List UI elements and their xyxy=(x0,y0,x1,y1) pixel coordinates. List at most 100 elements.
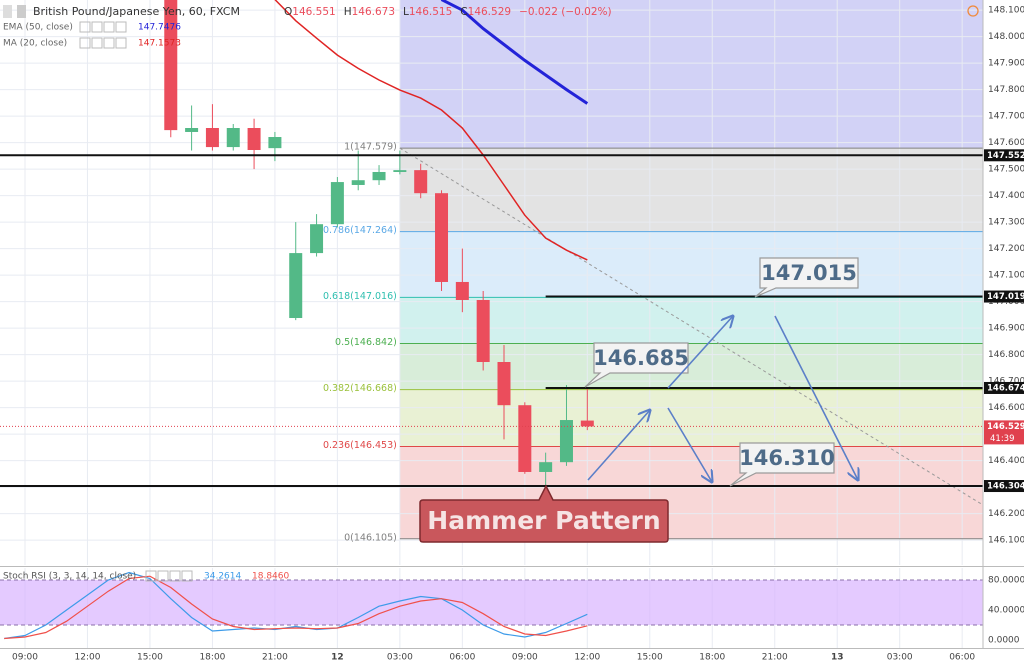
stoch-value: 18.8460 xyxy=(252,572,289,582)
level-tag-label: 147.552 xyxy=(987,151,1024,161)
legend-button xyxy=(103,37,115,49)
fib-band xyxy=(399,231,983,298)
ohlc-value: 146.529 xyxy=(468,6,511,18)
fib-label: 0.5(146.842) xyxy=(335,337,397,348)
x-tick-label: 18:00 xyxy=(699,653,725,663)
stoch-tick-label: 40.0000 xyxy=(988,605,1024,615)
stoch-pane xyxy=(0,568,983,648)
fib-label: 0.382(146.668) xyxy=(323,383,397,394)
indicator-value: 147.1573 xyxy=(138,39,181,49)
x-tick-label: 15:00 xyxy=(637,653,663,663)
candle-body xyxy=(476,299,490,363)
ohlc-value: 146.551 xyxy=(292,6,335,18)
candle-body xyxy=(497,362,511,406)
y-tick-label: 146.100 xyxy=(988,536,1024,546)
indicator-line xyxy=(274,0,588,261)
symbol-title: British Pound/Japanese Yen, 60, FXCM xyxy=(33,5,240,18)
callout-label: 146.310 xyxy=(739,446,835,470)
stoch-line xyxy=(4,571,588,640)
ohlc-key: C xyxy=(460,6,467,18)
fib-label: 0.618(147.016) xyxy=(323,291,397,302)
candle-body xyxy=(414,170,428,194)
y-tick-label: 147.600 xyxy=(988,138,1024,148)
candle-body xyxy=(226,127,240,148)
fib-label: 0.786(147.264) xyxy=(323,225,397,236)
arrow xyxy=(587,410,650,481)
callout-label: 147.015 xyxy=(761,261,857,285)
y-tick-label: 147.100 xyxy=(988,271,1024,281)
y-tick-label: 148.100 xyxy=(988,6,1024,16)
y-tick-label: 147.200 xyxy=(988,244,1024,254)
candle-body xyxy=(268,137,282,149)
stoch-line xyxy=(4,575,588,640)
countdown: 41:39 xyxy=(990,434,1015,444)
hammer-box xyxy=(419,484,669,543)
candle-body xyxy=(372,171,386,181)
level-tag xyxy=(984,149,1024,162)
x-tick-label: 06:00 xyxy=(949,653,975,663)
indicator-name: MA (20, close) xyxy=(3,39,67,49)
callout-box xyxy=(754,257,859,298)
legend-button xyxy=(79,37,91,49)
icon xyxy=(17,5,26,18)
level-tag xyxy=(984,381,1024,394)
candle-body xyxy=(435,193,449,282)
candle-body xyxy=(518,405,532,472)
y-tick-label: 146.800 xyxy=(988,350,1024,360)
level-tag xyxy=(984,290,1024,303)
candle-body xyxy=(310,224,324,254)
y-tick-label: 147.800 xyxy=(988,85,1024,95)
fib-band xyxy=(399,148,983,232)
arrow xyxy=(667,407,712,482)
stoch-tick-label: 0.0000 xyxy=(988,635,1020,645)
stoch-band xyxy=(0,579,983,625)
stoch-tick-label: 80.0000 xyxy=(988,575,1024,585)
x-tick-label: 09:00 xyxy=(12,653,38,663)
candle-body xyxy=(247,127,261,150)
fib-band xyxy=(399,343,983,390)
x-tick-label: 03:00 xyxy=(887,653,913,663)
arrow xyxy=(667,316,733,389)
alert-icon[interactable] xyxy=(967,5,979,17)
candle-body xyxy=(351,180,365,185)
candle-body xyxy=(539,462,553,472)
fib-label: 1(147.579) xyxy=(344,142,397,153)
ohlc-key: H xyxy=(344,6,352,18)
fib-band xyxy=(399,389,983,447)
ohlc-value: 146.673 xyxy=(352,6,395,18)
stoch-name: Stoch RSI (3, 3, 14, 14, close) xyxy=(3,572,136,582)
level-tag-label: 147.019 xyxy=(987,292,1024,302)
axes: 80.0000 40.0000 0.0000 148.100 148.000 147.90… xyxy=(12,6,1024,663)
x-tick-label: 09:00 xyxy=(512,653,538,663)
y-tick-label: 147.700 xyxy=(988,112,1024,122)
y-tick-label: 146.200 xyxy=(988,509,1024,519)
legend-button xyxy=(145,570,157,582)
drawn-arrows xyxy=(587,316,858,482)
candle-body xyxy=(185,127,199,132)
candle-body xyxy=(559,420,573,463)
y-tick-label: 146.600 xyxy=(988,403,1024,413)
candle-body xyxy=(164,0,178,131)
candle-body xyxy=(330,182,344,225)
y-tick-label: 146.400 xyxy=(988,456,1024,466)
fib-label: 0(146.105) xyxy=(344,532,397,543)
candle-body xyxy=(205,127,219,148)
fib-band xyxy=(399,297,983,344)
y-tick-label: 147.400 xyxy=(988,191,1024,201)
indicator-line xyxy=(440,0,589,105)
callout-box xyxy=(584,342,689,388)
change: −0.022 (−0.02%) xyxy=(519,6,612,18)
y-tick-label: 148.000 xyxy=(988,32,1024,42)
ohlc-key: O xyxy=(284,6,292,18)
x-tick-label: 03:00 xyxy=(387,653,413,663)
x-tick-label: 21:00 xyxy=(262,653,288,663)
x-tick-label: 06:00 xyxy=(449,653,475,663)
x-tick-label: 12 xyxy=(331,653,344,663)
y-tick-label: 147.500 xyxy=(988,165,1024,175)
legend-button xyxy=(91,21,103,33)
legend-button xyxy=(157,570,169,582)
x-tick-label: 18:00 xyxy=(199,653,225,663)
indicator-name: EMA (50, close) xyxy=(3,23,73,33)
x-tick-label: 12:00 xyxy=(574,653,600,663)
